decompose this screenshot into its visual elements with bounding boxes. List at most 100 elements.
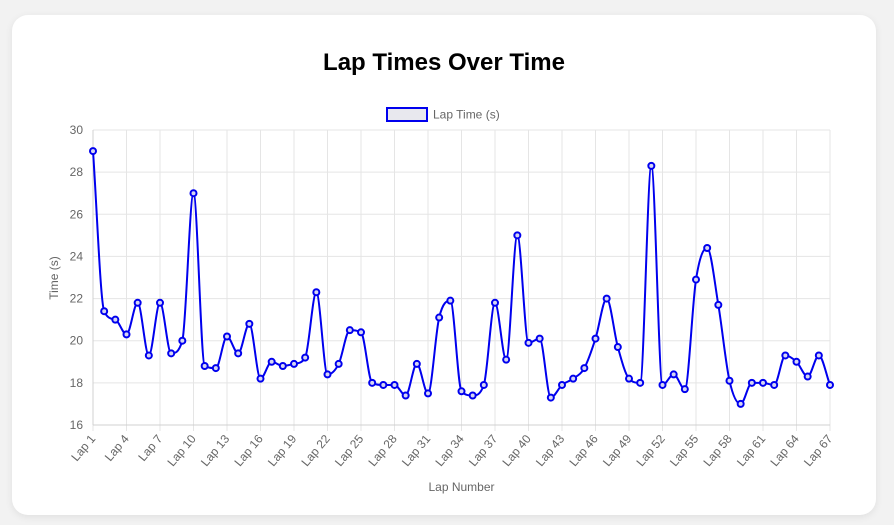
data-point[interactable] <box>692 275 700 284</box>
data-point[interactable] <box>167 349 176 358</box>
data-point[interactable] <box>680 385 689 394</box>
x-tick-label: Lap 31 <box>399 432 434 469</box>
data-point[interactable] <box>412 359 421 368</box>
x-tick-label: Lap 4 <box>102 432 132 464</box>
data-point[interactable] <box>468 391 477 400</box>
x-axis-ticks: Lap 1 Lap 4 Lap 7 Lap 10 Lap 13 Lap 16 Lap 19 L… <box>68 432 835 469</box>
y-tick-label: 28 <box>70 165 84 179</box>
y-tick-label: 24 <box>70 249 84 263</box>
data-point[interactable] <box>446 296 455 305</box>
data-point[interactable] <box>234 349 243 358</box>
data-point[interactable] <box>133 298 142 307</box>
data-point[interactable] <box>111 315 120 324</box>
data-point[interactable] <box>513 231 522 240</box>
y-tick-label: 30 <box>70 123 84 137</box>
data-point[interactable] <box>144 351 153 360</box>
x-tick-label: Lap 43 <box>533 432 568 469</box>
data-point[interactable] <box>725 376 734 385</box>
x-tick-label: Lap 13 <box>198 432 233 469</box>
data-point[interactable] <box>379 380 388 389</box>
data-point[interactable] <box>703 244 712 252</box>
data-point[interactable] <box>803 372 812 381</box>
data-point[interactable] <box>826 380 834 389</box>
data-point[interactable] <box>613 343 622 352</box>
x-tick-label: Lap 37 <box>466 432 501 469</box>
data-point[interactable] <box>211 364 220 373</box>
data-point[interactable] <box>345 326 354 335</box>
data-point[interactable] <box>625 374 633 383</box>
data-point[interactable] <box>323 370 332 379</box>
x-tick-label: Lap 40 <box>499 432 534 469</box>
data-point[interactable] <box>658 380 667 389</box>
data-point[interactable] <box>189 189 198 198</box>
x-tick-label: Lap 16 <box>231 432 266 469</box>
data-point[interactable] <box>502 355 511 364</box>
data-point[interactable] <box>334 359 343 368</box>
x-tick-label: Lap 25 <box>332 432 367 469</box>
data-point[interactable] <box>435 313 444 322</box>
data-point[interactable] <box>714 300 723 309</box>
data-point[interactable] <box>524 338 533 347</box>
data-point[interactable] <box>569 374 578 383</box>
data-point[interactable] <box>491 298 499 307</box>
data-point[interactable] <box>267 357 276 366</box>
data-point[interactable] <box>535 334 544 343</box>
data-point[interactable] <box>357 328 365 337</box>
data-point[interactable] <box>770 380 779 389</box>
data-point[interactable] <box>290 359 298 368</box>
data-point[interactable] <box>100 307 109 316</box>
y-tick-label: 18 <box>70 376 84 390</box>
data-point[interactable] <box>647 161 656 170</box>
data-point[interactable] <box>156 298 164 307</box>
data-point[interactable] <box>301 353 310 362</box>
x-tick-label: Lap 34 <box>432 432 467 469</box>
legend[interactable]: Lap Time (s) <box>386 107 500 122</box>
y-axis-title: Time (s) <box>47 256 61 300</box>
data-point[interactable] <box>312 288 321 297</box>
data-point[interactable] <box>479 380 488 389</box>
y-tick-label: 22 <box>70 292 84 306</box>
data-point[interactable] <box>792 357 801 366</box>
chart-title: Lap Times Over Time <box>323 49 565 76</box>
data-point[interactable] <box>178 336 187 345</box>
x-tick-label: Lap 61 <box>734 432 769 469</box>
series-group <box>89 147 834 408</box>
data-point[interactable] <box>736 399 745 408</box>
data-point[interactable] <box>759 378 767 387</box>
data-point[interactable] <box>401 391 410 400</box>
data-point[interactable] <box>457 387 466 396</box>
data-point[interactable] <box>558 380 566 389</box>
x-tick-label: Lap 55 <box>667 432 702 469</box>
data-point[interactable] <box>256 374 265 383</box>
data-point[interactable] <box>368 378 377 387</box>
data-point[interactable] <box>223 332 231 341</box>
data-point[interactable] <box>636 378 645 387</box>
x-tick-label: Lap 49 <box>600 432 635 469</box>
x-tick-label: Lap 58 <box>700 432 735 469</box>
data-point[interactable] <box>89 147 97 156</box>
x-tick-label: Lap 28 <box>365 432 400 469</box>
legend-label: Lap Time (s) <box>433 108 500 122</box>
x-tick-label: Lap 1 <box>68 432 98 464</box>
x-tick-label: Lap 19 <box>265 432 300 469</box>
data-point[interactable] <box>814 351 823 360</box>
data-point[interactable] <box>546 393 555 402</box>
data-point[interactable] <box>122 330 131 339</box>
data-point[interactable] <box>602 294 611 303</box>
data-point[interactable] <box>390 380 399 389</box>
data-point[interactable] <box>591 334 600 343</box>
y-tick-label: 26 <box>70 207 84 221</box>
data-point[interactable] <box>200 362 209 370</box>
y-tick-label: 16 <box>70 418 84 432</box>
data-point[interactable] <box>747 378 756 387</box>
x-tick-label: Lap 22 <box>298 432 333 469</box>
data-point[interactable] <box>781 351 790 360</box>
y-tick-label: 20 <box>70 334 84 348</box>
data-point[interactable] <box>424 389 432 398</box>
data-point[interactable] <box>278 362 287 370</box>
data-point[interactable] <box>669 370 678 379</box>
data-point[interactable] <box>580 364 589 373</box>
data-point[interactable] <box>245 319 254 328</box>
y-axis-ticks: 16 18 20 22 24 26 28 30 <box>70 123 84 432</box>
